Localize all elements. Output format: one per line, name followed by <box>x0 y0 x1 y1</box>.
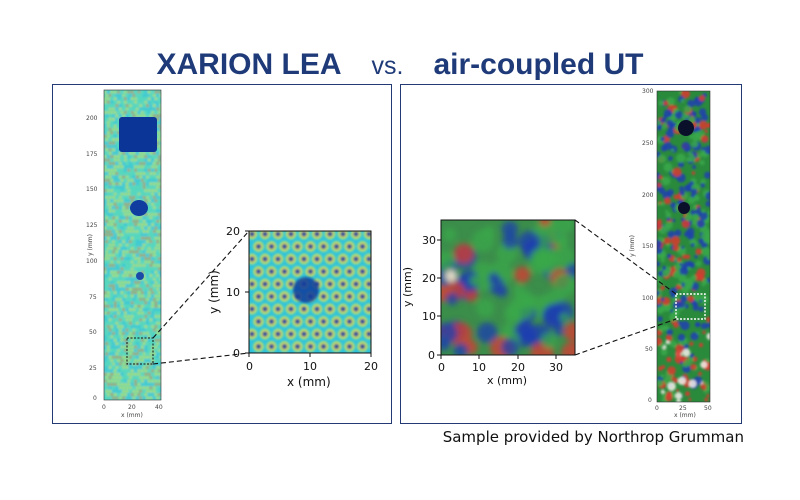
ut-zoom-xlabel: x (mm) <box>487 374 528 387</box>
tick: 200 <box>86 115 98 122</box>
tick: 0 <box>93 395 97 402</box>
ut-strip-xlabel: x (mm) <box>674 412 696 419</box>
tick: 300 <box>642 88 654 95</box>
ut-connector-top <box>574 219 677 295</box>
tick: 25 <box>89 365 97 372</box>
tick: 0 <box>233 347 240 360</box>
tick: 0 <box>246 360 253 373</box>
ut-strip-image <box>656 90 711 403</box>
ut-zoom-image <box>440 219 576 356</box>
tick: 0 <box>102 404 106 411</box>
ut-connector-bottom <box>574 318 677 356</box>
tick: 100 <box>86 258 98 265</box>
lea-zoom-ylabel: y (mm) <box>207 270 221 314</box>
lea-defect-small <box>136 272 144 280</box>
tick: 200 <box>642 192 654 199</box>
tick: 10 <box>303 360 317 373</box>
tick: 25 <box>679 405 687 412</box>
lea-connector-bottom <box>152 352 250 365</box>
tick: 10 <box>226 286 240 299</box>
lea-zoom-region-box <box>126 337 154 365</box>
lea-connector-top <box>152 230 250 339</box>
tick: 0 <box>655 405 659 412</box>
tick: 40 <box>155 404 163 411</box>
tick: 50 <box>704 405 712 412</box>
tick: 175 <box>86 151 98 158</box>
lea-zoom-xlabel: x (mm) <box>287 375 331 389</box>
lea-defect-large <box>119 117 157 152</box>
tick: 100 <box>642 295 654 302</box>
tick: 20 <box>128 404 136 411</box>
slide-title: XARION LEA vs. air-coupled UT <box>0 48 800 82</box>
ut-zoom-ylabel: y (mm) <box>401 267 414 307</box>
tick: 20 <box>422 272 436 285</box>
ut-defect-large <box>678 120 694 136</box>
tick: 10 <box>422 310 436 323</box>
ut-zoom-region-box <box>675 293 706 320</box>
tick: 250 <box>642 140 654 147</box>
tick: 30 <box>549 361 563 374</box>
tick: 150 <box>86 186 98 193</box>
ut-defect-medium <box>678 202 690 214</box>
tick: 20 <box>364 360 378 373</box>
caption: Sample provided by Northrop Grumman <box>442 428 744 446</box>
title-xarion-lea: XARION LEA <box>156 48 342 81</box>
tick: 150 <box>642 243 654 250</box>
tick: 30 <box>422 234 436 247</box>
title-air-coupled-ut: air-coupled UT <box>433 48 644 81</box>
tick: 20 <box>226 225 240 238</box>
ut-strip-ylabel: y (mm) <box>629 235 636 257</box>
tick: 0 <box>428 349 435 362</box>
tick: 50 <box>645 346 653 353</box>
title-vs: vs. <box>371 52 404 80</box>
tick: 10 <box>472 361 486 374</box>
lea-strip-ylabel: y (mm) <box>87 234 94 256</box>
lea-strip-xlabel: x (mm) <box>121 412 143 419</box>
tick: 0 <box>438 361 445 374</box>
tick: 0 <box>648 397 652 404</box>
lea-strip-image <box>103 89 162 401</box>
tick: 75 <box>89 294 97 301</box>
tick: 50 <box>89 329 97 336</box>
lea-defect-medium <box>130 200 148 216</box>
tick: 20 <box>511 361 525 374</box>
tick: 125 <box>86 222 98 229</box>
lea-zoom-image <box>248 230 372 354</box>
